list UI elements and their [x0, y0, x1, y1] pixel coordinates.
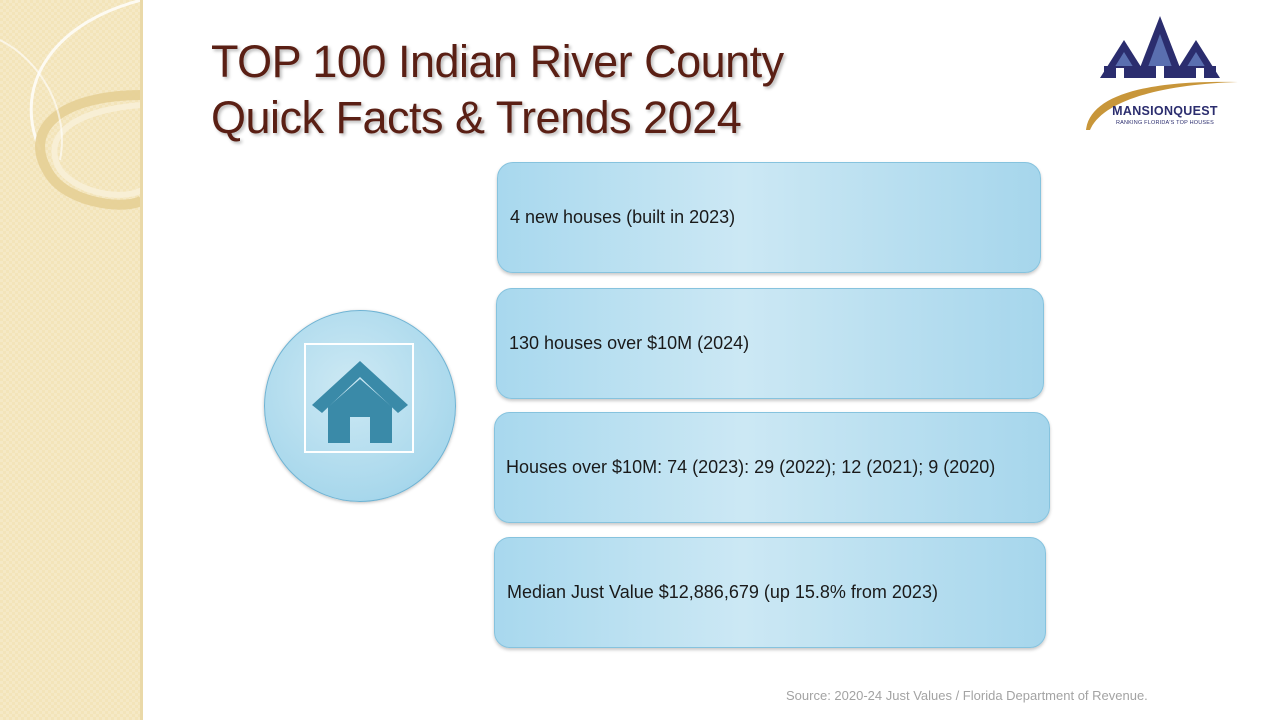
band-edge-line: [140, 0, 143, 720]
title-line-1: TOP 100 Indian River County: [211, 36, 784, 87]
decorative-side-band: [0, 0, 142, 720]
icon-circle: [264, 310, 456, 502]
source-note: Source: 2020-24 Just Values / Florida De…: [786, 688, 1148, 703]
fact-text: 130 houses over $10M (2024): [509, 333, 750, 353]
fact-new-houses: 4 new houses (built in 2023): [497, 162, 1041, 273]
decorative-swirl: [0, 0, 142, 210]
mansionquest-logo: [1086, 16, 1238, 130]
fact-houses-over-10m-trend: Houses over $10M: 74 (2023): 29 (2022); …: [494, 412, 1050, 523]
logo-wordmark: MANSIONQUEST: [1112, 104, 1218, 118]
fact-text: Median Just Value $12,886,679 (up 15.8% …: [507, 582, 938, 602]
fact-text: 4 new houses (built in 2023): [510, 207, 736, 227]
fact-text: Houses over $10M: 74 (2023): 29 (2022); …: [506, 457, 996, 477]
fact-median-just-value: Median Just Value $12,886,679 (up 15.8% …: [494, 537, 1046, 648]
house-icon-frame: [304, 343, 414, 453]
fact-houses-over-10m-2024: 130 houses over $10M (2024): [496, 288, 1044, 399]
title-line-2: Quick Facts & Trends 2024: [211, 92, 742, 143]
logo-tagline: RANKING FLORIDA'S TOP HOUSES: [1115, 120, 1215, 126]
slide-title: TOP 100 Indian River County Quick Facts …: [211, 34, 784, 146]
house-icon: [312, 361, 408, 443]
